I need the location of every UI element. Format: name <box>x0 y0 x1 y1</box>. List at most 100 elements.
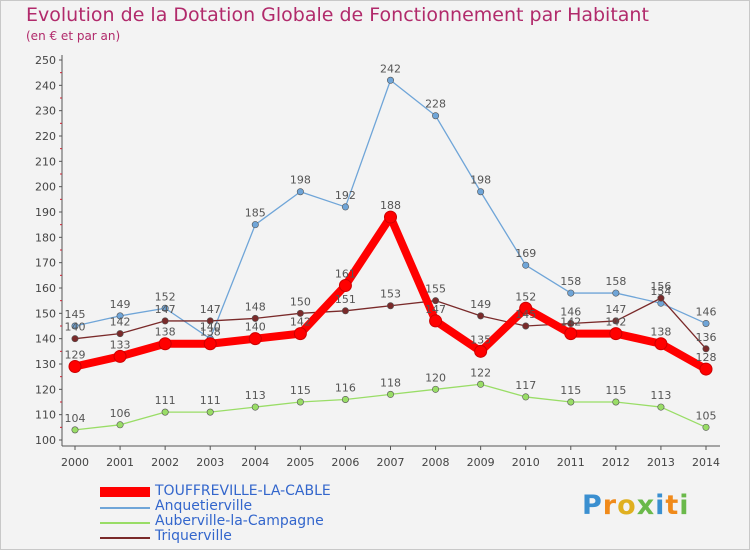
data-point <box>203 337 217 351</box>
data-label: 105 <box>696 409 717 422</box>
x-tick-label: 2007 <box>377 456 405 469</box>
chart-title: Evolution de la Dotation Globale de Fonc… <box>26 4 649 26</box>
data-label: 158 <box>605 275 626 288</box>
data-point <box>519 301 533 315</box>
data-label: 138 <box>155 326 176 339</box>
y-tick-label: 180 <box>35 231 56 244</box>
x-tick-label: 2003 <box>196 456 224 469</box>
data-label: 113 <box>245 389 266 402</box>
data-point <box>702 345 710 353</box>
data-point <box>251 314 259 322</box>
data-point <box>206 317 214 325</box>
data-label: 146 <box>560 305 581 318</box>
x-tick-label: 2000 <box>61 456 89 469</box>
data-point <box>113 349 127 363</box>
data-label: 129 <box>65 349 86 362</box>
data-point <box>477 380 485 388</box>
data-label: 169 <box>515 247 536 260</box>
data-point <box>341 307 349 315</box>
data-label: 118 <box>380 376 401 389</box>
data-label: 115 <box>560 384 581 397</box>
data-label: 147 <box>425 303 446 316</box>
data-point <box>296 309 304 317</box>
data-point <box>657 294 665 302</box>
x-tick-label: 2001 <box>106 456 134 469</box>
data-label: 138 <box>200 326 221 339</box>
data-point <box>341 203 349 211</box>
data-label: 148 <box>245 300 266 313</box>
data-label: 135 <box>470 333 491 346</box>
data-label: 115 <box>605 384 626 397</box>
data-point <box>293 327 307 341</box>
legend-swatch <box>100 487 150 497</box>
legend-swatch <box>100 507 150 509</box>
data-point <box>161 317 169 325</box>
data-label: 161 <box>335 267 356 280</box>
data-point <box>609 327 623 341</box>
data-point <box>522 261 530 269</box>
data-point <box>477 188 485 196</box>
data-point <box>248 332 262 346</box>
y-tick-label: 220 <box>35 130 56 143</box>
data-point <box>206 408 214 416</box>
data-point <box>702 319 710 327</box>
data-label: 111 <box>155 394 176 407</box>
data-point <box>702 423 710 431</box>
data-label: 192 <box>335 189 356 202</box>
data-label: 142 <box>110 316 131 329</box>
y-tick-label: 160 <box>35 282 56 295</box>
data-label: 242 <box>380 62 401 75</box>
data-point <box>71 322 79 330</box>
data-label: 138 <box>650 326 671 339</box>
y-tick-label: 150 <box>35 307 56 320</box>
data-point <box>68 360 82 374</box>
data-label: 142 <box>560 316 581 329</box>
x-tick-label: 2014 <box>692 456 720 469</box>
data-label: 158 <box>560 275 581 288</box>
data-label: 128 <box>696 351 717 364</box>
data-label: 185 <box>245 207 266 220</box>
data-point <box>116 312 124 320</box>
data-point <box>338 278 352 292</box>
data-point <box>612 398 620 406</box>
x-tick-label: 2005 <box>286 456 314 469</box>
data-label: 149 <box>470 298 491 311</box>
proxiti-logo: Proxiti <box>582 490 690 521</box>
data-point <box>477 312 485 320</box>
data-point <box>386 390 394 398</box>
data-label: 140 <box>200 321 221 334</box>
data-point <box>567 398 575 406</box>
data-label: 198 <box>470 174 491 187</box>
y-tick-label: 190 <box>35 206 56 219</box>
legend-label: Triquerville <box>155 528 232 544</box>
data-label: 153 <box>380 288 401 301</box>
legend-label: Auberville-la-Campagne <box>155 513 324 529</box>
data-label: 150 <box>290 295 311 308</box>
data-label: 145 <box>65 308 86 321</box>
data-point <box>567 289 575 297</box>
data-label: 136 <box>696 331 717 344</box>
data-point <box>567 319 575 327</box>
data-label: 115 <box>290 384 311 397</box>
x-tick-label: 2011 <box>557 456 585 469</box>
legend-swatch <box>100 522 150 524</box>
data-label: 116 <box>335 381 356 394</box>
data-label: 133 <box>110 338 131 351</box>
data-label: 120 <box>425 371 446 384</box>
data-point <box>432 112 440 120</box>
data-label: 228 <box>425 98 446 111</box>
data-point <box>474 344 488 358</box>
data-point <box>386 302 394 310</box>
legend-label: TOUFFREVILLE-LA-CABLE <box>155 483 331 499</box>
data-label: 155 <box>425 283 446 296</box>
data-label: 113 <box>650 389 671 402</box>
data-label: 188 <box>380 199 401 212</box>
x-tick-label: 2010 <box>512 456 540 469</box>
data-point <box>654 337 668 351</box>
x-tick-label: 2002 <box>151 456 179 469</box>
data-point <box>612 289 620 297</box>
data-label: 149 <box>110 298 131 311</box>
data-label: 122 <box>470 366 491 379</box>
data-point <box>657 403 665 411</box>
